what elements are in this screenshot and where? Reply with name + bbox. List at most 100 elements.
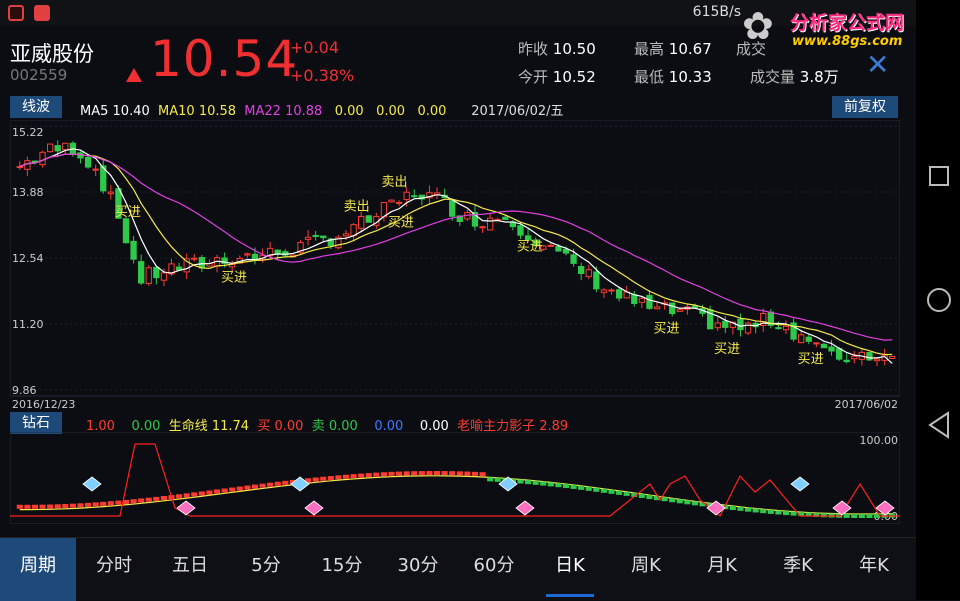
candle-up — [585, 269, 592, 278]
bar-down — [752, 508, 759, 513]
bar-down — [782, 511, 790, 516]
bar-up — [145, 497, 152, 502]
diamond-icon — [790, 476, 810, 492]
candle-up — [183, 258, 190, 273]
quote-turnover: 成交 — [736, 40, 767, 58]
bar-down — [631, 492, 638, 497]
bar-up — [47, 504, 54, 509]
bar-up — [289, 479, 296, 484]
tab-30min[interactable]: 30分 — [397, 555, 439, 576]
bar-down — [691, 501, 698, 506]
candle-up — [342, 233, 350, 237]
y-tick-label: 9.86 — [12, 384, 37, 397]
bar-up — [85, 502, 92, 507]
bar-down — [638, 494, 645, 499]
bar-up — [183, 493, 190, 498]
candle-up — [798, 334, 805, 344]
candle-up — [191, 257, 198, 260]
tab-five-day[interactable]: 五日 — [172, 555, 208, 576]
bar-down — [525, 480, 532, 485]
price-change: +0.04 — [290, 38, 340, 57]
ma10-line — [19, 153, 893, 356]
candle-up — [266, 247, 274, 257]
bar-up — [62, 504, 69, 509]
app-notification-icon — [34, 5, 50, 21]
bar-up — [31, 504, 38, 509]
candle-up — [426, 192, 433, 199]
candle-up — [395, 201, 403, 204]
bar-down — [722, 505, 729, 510]
bar-up — [236, 486, 243, 491]
tab-15min[interactable]: 15分 — [321, 555, 363, 576]
candle-down — [843, 359, 850, 363]
buy-signal-label: 买进 — [517, 240, 543, 255]
quote-prev-close: 昨收 10.50 — [518, 40, 596, 58]
candle-up — [873, 358, 881, 362]
bar-up — [471, 471, 478, 476]
tab-yearly-k[interactable]: 年K — [859, 555, 889, 576]
candle-down — [138, 261, 145, 284]
y-tick-label: 12.54 — [12, 252, 44, 265]
y-tick-label: 15.22 — [12, 126, 44, 139]
candle-down — [578, 266, 585, 274]
bar-down — [669, 498, 676, 503]
candle-down — [866, 352, 873, 361]
shadow-line — [10, 443, 900, 517]
candle-up — [813, 342, 820, 345]
y-tick-label: 13.88 — [12, 186, 44, 199]
bar-up — [426, 471, 433, 476]
y-tick-label: 11.20 — [12, 318, 44, 331]
bar-up — [441, 471, 448, 476]
candle-up — [335, 236, 342, 249]
tab-intraday[interactable]: 分时 — [96, 555, 132, 576]
recent-apps-icon[interactable] — [929, 166, 949, 186]
restore-rights-button[interactable]: 前复权 — [832, 96, 898, 118]
tab-60min[interactable]: 60分 — [473, 555, 515, 576]
bar-up — [160, 496, 167, 501]
bar-down — [661, 497, 668, 502]
candle-down — [570, 254, 577, 264]
bar-down — [820, 513, 827, 518]
bar-up — [327, 476, 334, 481]
bar-up — [24, 504, 31, 509]
tab-period[interactable]: 周期 — [0, 538, 76, 601]
price-change-percent: +0.38% — [290, 66, 355, 85]
candle-up — [16, 166, 23, 169]
net-speed: 615B/s — [692, 4, 741, 20]
tab-daily-k[interactable]: 日K — [532, 538, 608, 601]
diamond-icon — [290, 476, 310, 492]
diamond-indicator-chart[interactable]: 100.000.00 — [10, 432, 900, 524]
life-line — [19, 475, 893, 515]
candle-down — [631, 294, 638, 305]
tab-quarterly-k[interactable]: 季K — [783, 555, 813, 576]
close-icon[interactable]: ✕ — [866, 48, 890, 81]
bar-down — [874, 513, 881, 518]
candle-up — [160, 272, 168, 281]
diamond-icon — [832, 500, 852, 516]
candle-down — [251, 253, 259, 260]
bar-up — [418, 471, 425, 476]
home-icon[interactable] — [927, 288, 951, 312]
candle-down — [517, 225, 524, 236]
tab-weekly-k[interactable]: 周K — [631, 555, 661, 576]
candle-down — [153, 266, 160, 279]
candle-down — [320, 235, 327, 239]
bar-down — [487, 477, 494, 482]
candle-down — [828, 346, 835, 352]
start-date-label: 2016/12/23 — [12, 398, 75, 411]
back-icon[interactable] — [926, 410, 952, 440]
main-indicator-tab[interactable]: 线波 — [10, 96, 62, 118]
tab-5min[interactable]: 5分 — [251, 555, 281, 576]
candle-up — [107, 191, 114, 195]
bar-down — [676, 499, 683, 504]
candle-down — [130, 240, 137, 260]
tab-monthly-k[interactable]: 月K — [707, 555, 737, 576]
diamond-icon — [706, 500, 726, 516]
bar-up — [373, 472, 380, 477]
sub-indicator-tab[interactable]: 钻石 — [10, 412, 62, 434]
candle-up — [46, 143, 54, 153]
buy-signal-label: 买进 — [653, 321, 679, 336]
candle-down — [593, 271, 600, 290]
candle-down — [327, 238, 334, 247]
